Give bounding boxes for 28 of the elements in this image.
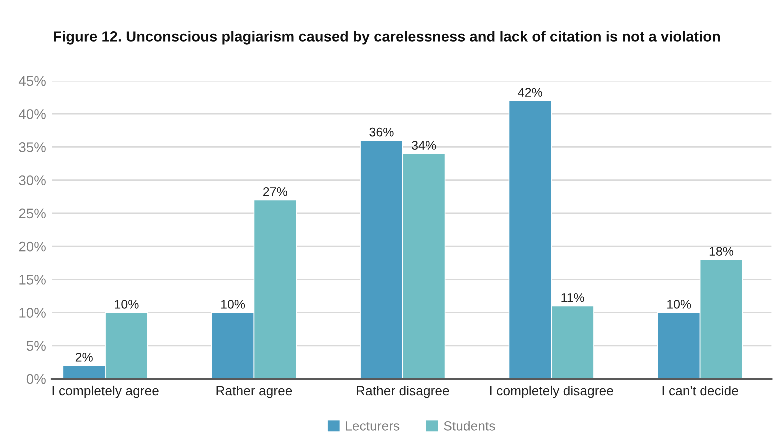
y-tick-label: 40% xyxy=(18,109,46,120)
data-label: 11% xyxy=(562,294,584,302)
data-label: 10% xyxy=(668,300,692,309)
data-label: 10% xyxy=(115,300,139,309)
y-tick-label: 10% xyxy=(20,308,46,318)
x-tick-label: Rather agree xyxy=(216,386,292,398)
data-label: 18% xyxy=(710,247,734,256)
y-tick-label: 30% xyxy=(19,176,46,186)
data-label: 10% xyxy=(221,300,246,309)
y-tick-label: 5% xyxy=(26,341,46,352)
x-tick-label: Rather disagree xyxy=(357,386,450,398)
legend-label: Lecturers xyxy=(346,422,400,431)
data-label: 36% xyxy=(370,128,394,137)
data-label: 27% xyxy=(264,187,288,196)
y-tick-label: 25% xyxy=(19,208,46,219)
y-tick-label: 0% xyxy=(26,374,46,384)
y-tick-label: 35% xyxy=(19,142,46,152)
x-tick-label: I completely agree xyxy=(52,386,159,398)
legend-label: Students xyxy=(444,421,496,431)
data-label: 34% xyxy=(412,141,436,150)
x-tick-label: I can't decide xyxy=(662,386,738,396)
x-tick-label: I completely disagree xyxy=(490,386,614,398)
data-label: 42% xyxy=(518,88,542,97)
chart-title: Figure 12. Unconscious plagiarism caused by carelessness and lack of citation is not a violation xyxy=(54,31,720,45)
data-label: 2% xyxy=(76,353,93,362)
y-tick-label: 45% xyxy=(18,76,46,86)
y-tick-label: 20% xyxy=(19,242,46,252)
y-tick-label: 15% xyxy=(20,275,46,285)
